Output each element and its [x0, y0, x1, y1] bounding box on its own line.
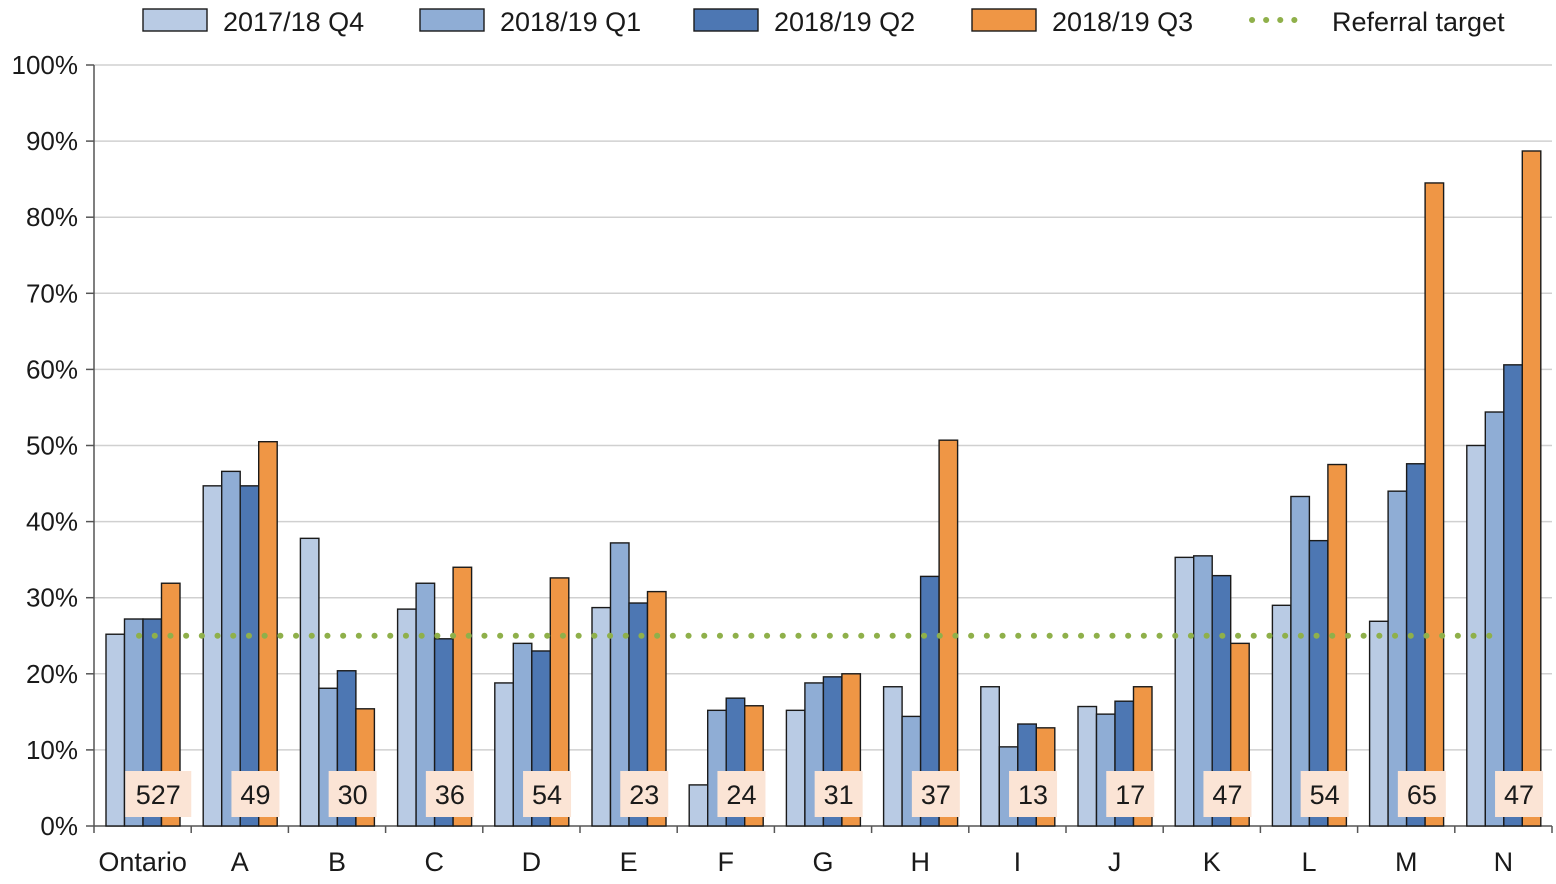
x-tick-label: L: [1301, 847, 1316, 877]
count-label-box: [1203, 771, 1252, 817]
count-label: 54: [1310, 780, 1340, 810]
count-labels: 527 49 30 36 54 23 24 31 37 13 17 47 54 65 47: [125, 771, 1544, 817]
bar: [105, 633, 126, 827]
bar: [202, 485, 223, 827]
x-tick-label: M: [1395, 847, 1418, 877]
x-tick-label: K: [1203, 847, 1221, 877]
x-tick-label: E: [620, 847, 638, 877]
x-tick-label: A: [231, 847, 249, 877]
count-label-box: [620, 771, 669, 817]
bar: [452, 566, 473, 827]
legend-label: 2018/19 Q3: [1052, 7, 1193, 37]
x-tick-label: D: [522, 847, 542, 877]
y-tick-label: 10%: [26, 735, 78, 765]
count-label: 17: [1115, 780, 1145, 810]
bar: [549, 577, 570, 827]
count-label: 13: [1018, 780, 1048, 810]
count-label: 37: [921, 780, 951, 810]
count-label-box: [1009, 771, 1058, 817]
bar: [646, 590, 667, 827]
bar: [258, 440, 278, 827]
count-label-box: [523, 771, 572, 817]
count-label: 47: [1504, 780, 1534, 810]
count-label: 31: [824, 780, 854, 810]
count-label: 24: [726, 780, 756, 810]
legend-label: 2018/19 Q1: [500, 7, 641, 37]
count-label-box: [125, 771, 192, 817]
y-tick-label: 40%: [26, 507, 78, 537]
count-label-box: [814, 771, 863, 817]
count-label-box: [1300, 771, 1349, 817]
legend-swatch: [693, 8, 759, 32]
count-label-box: [717, 771, 766, 817]
count-label-box: [1106, 771, 1155, 817]
count-label-box: [425, 771, 474, 817]
legend-label: Referral target: [1332, 7, 1505, 37]
bar: [591, 606, 612, 827]
bar: [980, 686, 1000, 827]
count-label: 54: [532, 780, 562, 810]
count-label-box: [231, 771, 280, 817]
bar: [785, 709, 806, 827]
bar: [299, 537, 320, 827]
bars: [105, 150, 1542, 827]
legend-swatch: [971, 8, 1037, 32]
bar: [1368, 620, 1389, 827]
x-tick-label: H: [910, 847, 930, 877]
count-label: 65: [1407, 780, 1437, 810]
count-label: 23: [629, 780, 659, 810]
count-label-box: [1495, 771, 1544, 817]
count-label: 30: [338, 780, 368, 810]
bar: [1521, 150, 1542, 827]
legend-label: 2018/19 Q2: [774, 7, 915, 37]
bar: [1484, 411, 1505, 827]
legend-label: 2017/18 Q4: [223, 7, 364, 37]
count-label-box: [1397, 771, 1446, 817]
x-tick-label: I: [1014, 847, 1022, 877]
legend-swatch: [142, 8, 208, 32]
count-label-box: [911, 771, 960, 817]
legend-swatch: [419, 8, 485, 32]
count-label: 36: [435, 780, 465, 810]
y-tick-label: 80%: [26, 202, 78, 232]
y-tick-label: 90%: [26, 126, 78, 156]
y-tick-label: 30%: [26, 583, 78, 613]
x-tick-label: N: [1494, 847, 1514, 877]
y-tick-label: 20%: [26, 659, 78, 689]
x-tick-label: C: [424, 847, 444, 877]
bar: [1077, 705, 1098, 827]
bar: [688, 784, 709, 827]
count-label-box: [328, 771, 377, 817]
bar: [1174, 556, 1195, 827]
count-label: 49: [240, 780, 270, 810]
bar: [1503, 364, 1524, 827]
bar: [494, 682, 514, 827]
y-tick-label: 100%: [12, 50, 79, 80]
bar: [882, 686, 903, 827]
count-label: 47: [1212, 780, 1242, 810]
y-tick-label: 0%: [40, 811, 78, 841]
bar: [1424, 182, 1445, 827]
count-label: 527: [136, 780, 181, 810]
x-tick-label: G: [812, 847, 833, 877]
x-tick-label: B: [328, 847, 346, 877]
y-tick-label: 60%: [26, 354, 78, 384]
x-tick-label: F: [718, 847, 735, 877]
x-tick-label: Ontario: [98, 847, 187, 877]
bar: [396, 608, 417, 827]
bar: [160, 582, 181, 827]
y-tick-label: 70%: [26, 278, 78, 308]
x-tick-label: J: [1108, 847, 1122, 877]
legend: 2017/18 Q4 2018/19 Q1 2018/19 Q2 2018/19 Q3…: [142, 7, 1505, 37]
x-tick-labels: Ontario A B C D E F G H I J K L M N: [98, 847, 1513, 877]
bar: [1271, 604, 1292, 827]
bar: [1327, 463, 1348, 827]
y-tick-label: 50%: [26, 431, 78, 461]
